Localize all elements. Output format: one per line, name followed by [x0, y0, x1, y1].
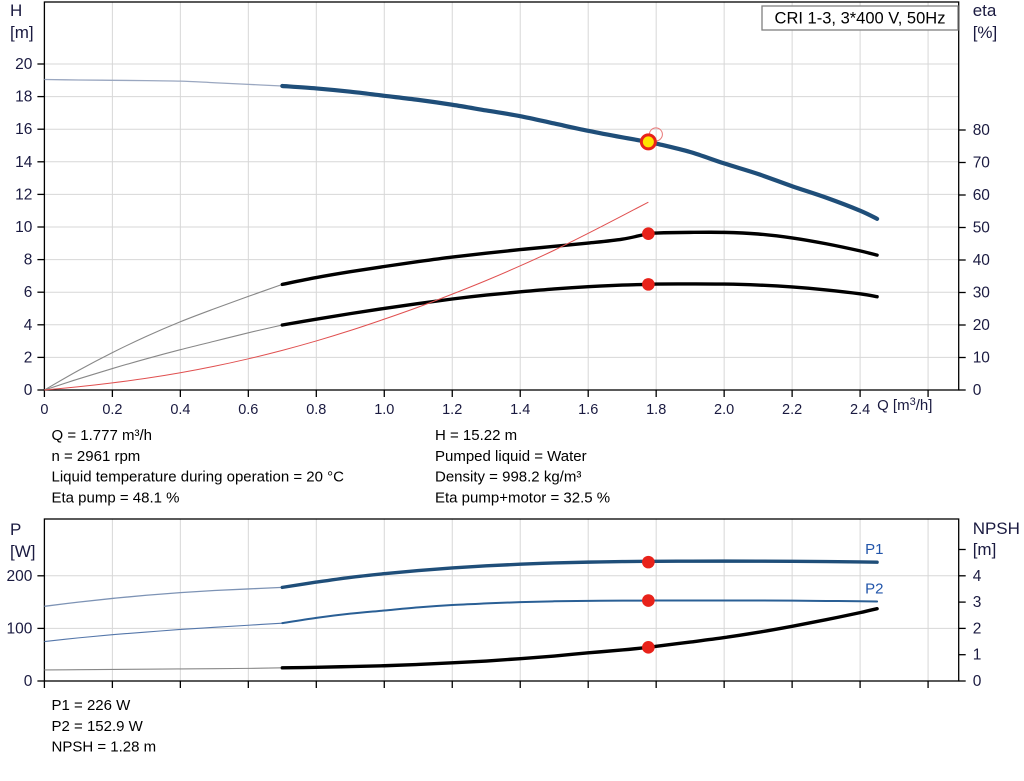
svg-text:14: 14: [15, 154, 33, 171]
svg-text:4: 4: [973, 568, 982, 585]
svg-text:16: 16: [15, 121, 32, 138]
svg-text:0: 0: [24, 382, 33, 399]
svg-text:1.8: 1.8: [646, 402, 666, 418]
svg-text:[m]: [m]: [10, 23, 34, 42]
svg-text:20: 20: [15, 56, 33, 73]
svg-text:0: 0: [40, 402, 48, 418]
svg-text:18: 18: [15, 89, 32, 106]
svg-text:2.2: 2.2: [782, 402, 802, 418]
svg-text:6: 6: [24, 284, 33, 301]
svg-text:1: 1: [973, 647, 982, 664]
svg-text:P1: P1: [865, 541, 883, 558]
svg-text:1.0: 1.0: [374, 402, 394, 418]
svg-text:2.4: 2.4: [850, 402, 870, 418]
svg-text:80: 80: [973, 122, 991, 139]
svg-text:0: 0: [973, 673, 982, 690]
svg-text:8: 8: [24, 252, 33, 269]
svg-text:100: 100: [7, 620, 33, 637]
svg-text:H: H: [10, 1, 22, 20]
svg-text:CRI 1-3, 3*400 V, 50Hz: CRI 1-3, 3*400 V, 50Hz: [775, 10, 946, 28]
svg-text:[%]: [%]: [973, 23, 998, 42]
svg-text:10: 10: [973, 350, 991, 367]
svg-text:40: 40: [973, 252, 991, 269]
svg-text:4: 4: [24, 317, 33, 334]
svg-text:P2: P2: [865, 581, 883, 598]
svg-text:Eta pump = 48.1 %: Eta pump = 48.1 %: [52, 489, 180, 506]
svg-text:0.2: 0.2: [102, 402, 122, 418]
svg-text:Eta pump+motor = 32.5 %: Eta pump+motor = 32.5 %: [435, 489, 610, 506]
svg-text:eta: eta: [973, 1, 997, 20]
svg-text:P: P: [10, 520, 21, 539]
svg-text:NPSH = 1.28 m: NPSH = 1.28 m: [52, 739, 157, 756]
svg-text:Density = 998.2 kg/m³: Density = 998.2 kg/m³: [435, 469, 581, 486]
svg-text:[W]: [W]: [10, 542, 36, 561]
svg-text:0.4: 0.4: [170, 402, 190, 418]
svg-text:Liquid temperature during oper: Liquid temperature during operation = 20…: [52, 469, 345, 486]
svg-text:50: 50: [973, 220, 991, 237]
svg-text:Q = 1.777 m³/h: Q = 1.777 m³/h: [52, 427, 152, 444]
svg-text:0: 0: [973, 382, 982, 399]
svg-text:200: 200: [7, 568, 33, 585]
svg-text:Pumped liquid = Water: Pumped liquid = Water: [435, 448, 587, 465]
svg-text:n = 2961 rpm: n = 2961 rpm: [52, 448, 141, 465]
svg-text:60: 60: [973, 187, 991, 204]
svg-text:10: 10: [15, 219, 33, 236]
svg-text:NPSH: NPSH: [973, 519, 1020, 538]
svg-text:2: 2: [973, 620, 982, 637]
svg-text:0: 0: [24, 673, 33, 690]
svg-text:1.4: 1.4: [510, 402, 530, 418]
svg-text:P1 = 226 W: P1 = 226 W: [52, 697, 132, 714]
svg-text:2: 2: [24, 349, 33, 366]
svg-text:H = 15.22 m: H = 15.22 m: [435, 427, 517, 444]
svg-text:70: 70: [973, 155, 991, 172]
svg-text:0.8: 0.8: [306, 402, 326, 418]
svg-text:12: 12: [15, 186, 32, 203]
svg-text:2.0: 2.0: [714, 402, 734, 418]
svg-text:3: 3: [973, 594, 982, 611]
svg-text:P2 = 152.9 W: P2 = 152.9 W: [52, 718, 144, 735]
svg-text:30: 30: [973, 285, 991, 302]
svg-text:1.6: 1.6: [578, 402, 598, 418]
svg-text:[m]: [m]: [973, 540, 997, 559]
svg-text:Q [m3/h]: Q [m3/h]: [877, 396, 932, 414]
svg-text:0.6: 0.6: [238, 402, 258, 418]
svg-text:1.2: 1.2: [442, 402, 462, 418]
svg-text:20: 20: [973, 317, 991, 334]
